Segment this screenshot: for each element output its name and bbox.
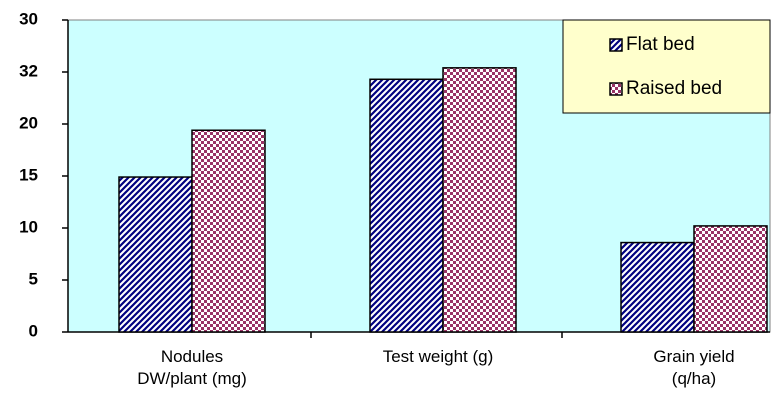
x-tick-label: Test weight (g) bbox=[382, 347, 494, 366]
bar bbox=[620, 241, 695, 333]
y-tick-label: 20 bbox=[19, 113, 38, 132]
bar bbox=[693, 225, 768, 333]
legend-label: Raised bed bbox=[626, 78, 722, 99]
legend bbox=[562, 19, 771, 114]
y-tick-label: 30 bbox=[19, 9, 38, 28]
y-tick-label: 10 bbox=[19, 217, 38, 236]
x-tick-label: Grain yield (q/ha) bbox=[653, 347, 735, 388]
bar bbox=[118, 176, 193, 333]
bar bbox=[191, 129, 266, 333]
x-tick-label: Nodules DW/plant (mg) bbox=[137, 347, 247, 388]
y-tick-label: 15 bbox=[19, 165, 38, 184]
y-tick-label: 0 bbox=[29, 321, 38, 340]
y-tick-label: 32 bbox=[19, 61, 38, 80]
bar bbox=[442, 67, 517, 333]
bar bbox=[369, 78, 444, 333]
legend-swatch bbox=[609, 82, 623, 96]
y-tick-label: 5 bbox=[29, 269, 38, 288]
legend-swatch bbox=[609, 38, 623, 52]
legend-label: Flat bed bbox=[626, 34, 695, 55]
